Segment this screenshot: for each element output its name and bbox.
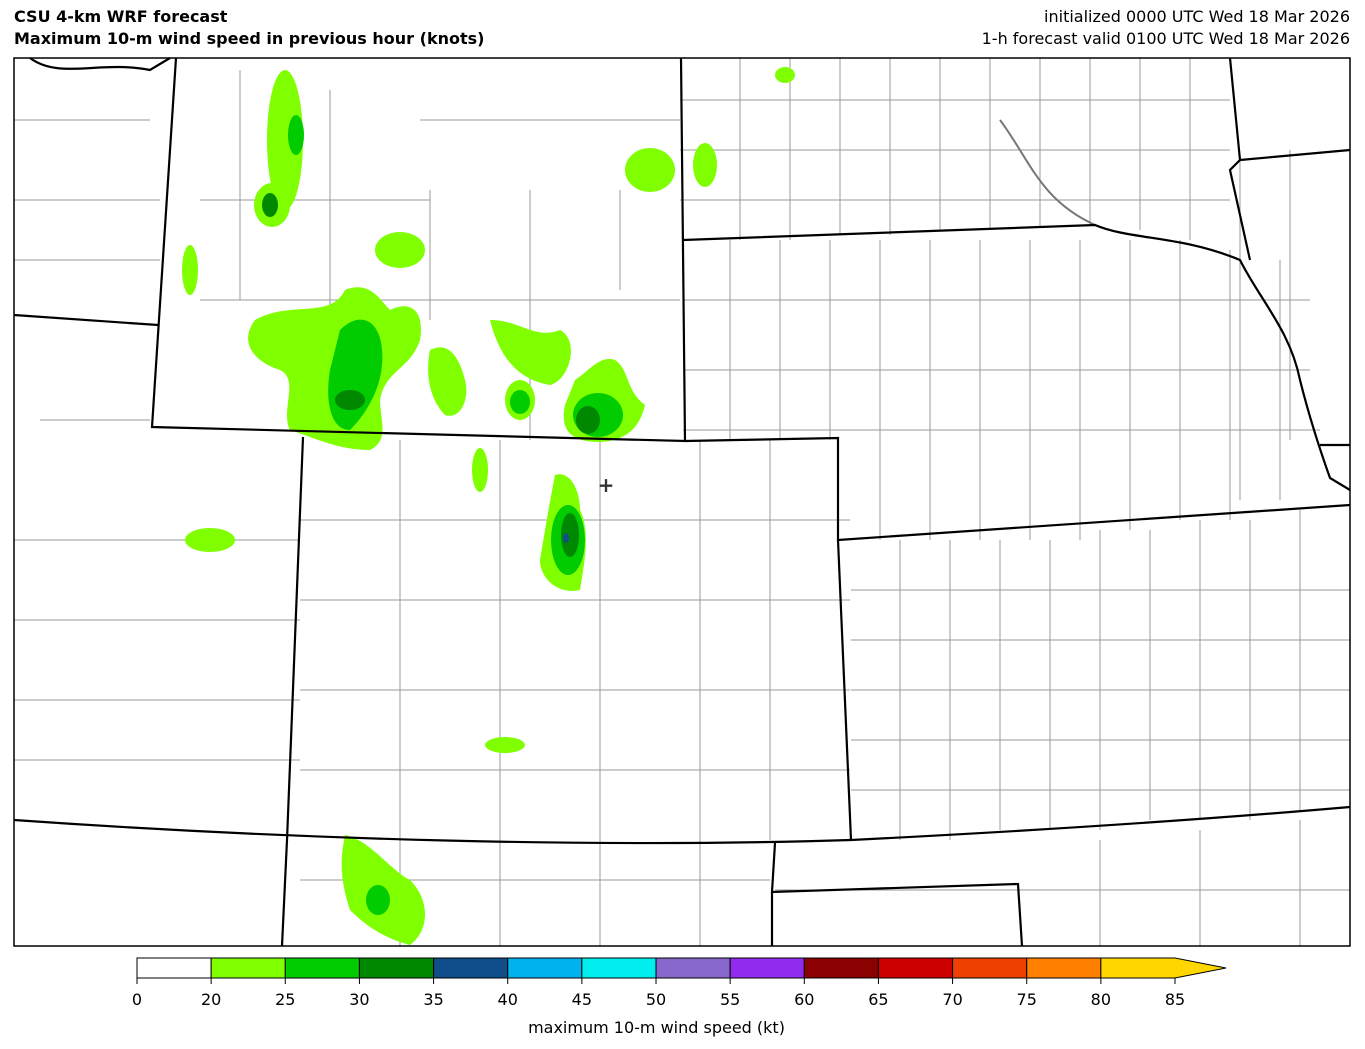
colorbar-tick-label: 70: [942, 990, 963, 1009]
missouri-river: [999, 119, 1241, 261]
colorbar-tick-label: 25: [275, 990, 296, 1009]
wind-area-20kt: [625, 148, 675, 192]
colorbar-tick-label: 35: [423, 990, 444, 1009]
wind-contours: [182, 67, 795, 945]
colorbar-segment: [952, 957, 1028, 979]
colorbar-segment: [1100, 957, 1227, 979]
colorbar-segment: [655, 957, 731, 979]
map-frame: [13, 57, 1351, 947]
colorbar-tick-label: 85: [1164, 990, 1186, 1009]
colorbar-segment: [433, 957, 509, 979]
colorbar-tick-label: 45: [571, 990, 593, 1009]
colorbar-segment: [803, 957, 879, 979]
wind-area-20kt: [182, 245, 198, 295]
colorbar-label: maximum 10-m wind speed (kt): [528, 1018, 785, 1037]
colorbar-segment: [284, 957, 360, 979]
wind-area-25kt: [288, 115, 304, 155]
wind-area-35kt: [563, 533, 569, 543]
wind-area-20kt: [693, 143, 717, 187]
colorbar-segment: [358, 957, 435, 979]
colorbar-tick-label: 55: [719, 990, 741, 1009]
valid-time: 1-h forecast valid 0100 UTC Wed 18 Mar 2…: [981, 29, 1350, 48]
colorbar-tick-label: 75: [1016, 990, 1037, 1009]
wind-area-20kt: [472, 448, 488, 492]
wind-area-25kt: [510, 390, 530, 414]
colorbar-tick-label: 0: [131, 990, 143, 1009]
wind-area-20kt: [485, 737, 525, 753]
colorbar-tick-label: 40: [497, 990, 518, 1009]
colorbar-tick-label: 65: [868, 990, 889, 1009]
colorbar-segment: [1026, 957, 1102, 979]
wind-area-20kt: [490, 320, 571, 385]
wind-area-20kt: [267, 70, 303, 210]
wind-area-20kt: [428, 347, 467, 416]
colorbar-segment: [507, 957, 583, 979]
colorbar-tick-label: 20: [200, 990, 222, 1009]
wind-area-30kt: [576, 406, 600, 434]
time-block: initialized 0000 UTC Wed 18 Mar 2026 1-h…: [982, 6, 1350, 50]
title-block: CSU 4-km WRF forecast Maximum 10-m wind …: [14, 6, 484, 50]
colorbar-segment: [136, 957, 212, 979]
state-borders: [13, 57, 1351, 947]
wind-area-20kt: [185, 528, 235, 552]
wind-area-20kt: [775, 67, 795, 83]
colorbar-segment: [581, 957, 657, 979]
colorbar-segment: [729, 957, 805, 979]
title-line1: CSU 4-km WRF forecast: [14, 7, 228, 26]
colorbar-tick-label: 60: [794, 990, 815, 1009]
colorbar-tick-label: 30: [349, 990, 370, 1009]
colorbar-segment: [877, 957, 954, 979]
wind-area-25kt: [366, 885, 390, 915]
title-line2: Maximum 10-m wind speed in previous hour…: [14, 29, 485, 48]
colorbar: [136, 957, 1227, 984]
wind-area-20kt: [375, 232, 425, 268]
wind-area-30kt: [262, 193, 278, 217]
wind-area-30kt: [335, 390, 365, 410]
colorbar-tick-label: 80: [1090, 990, 1112, 1009]
wind-area-30kt: [561, 513, 579, 557]
init-time: initialized 0000 UTC Wed 18 Mar 2026: [1044, 7, 1350, 26]
colorbar-segment: [210, 957, 286, 979]
location-marker: +: [598, 473, 615, 497]
colorbar-tick-label: 50: [645, 990, 667, 1009]
